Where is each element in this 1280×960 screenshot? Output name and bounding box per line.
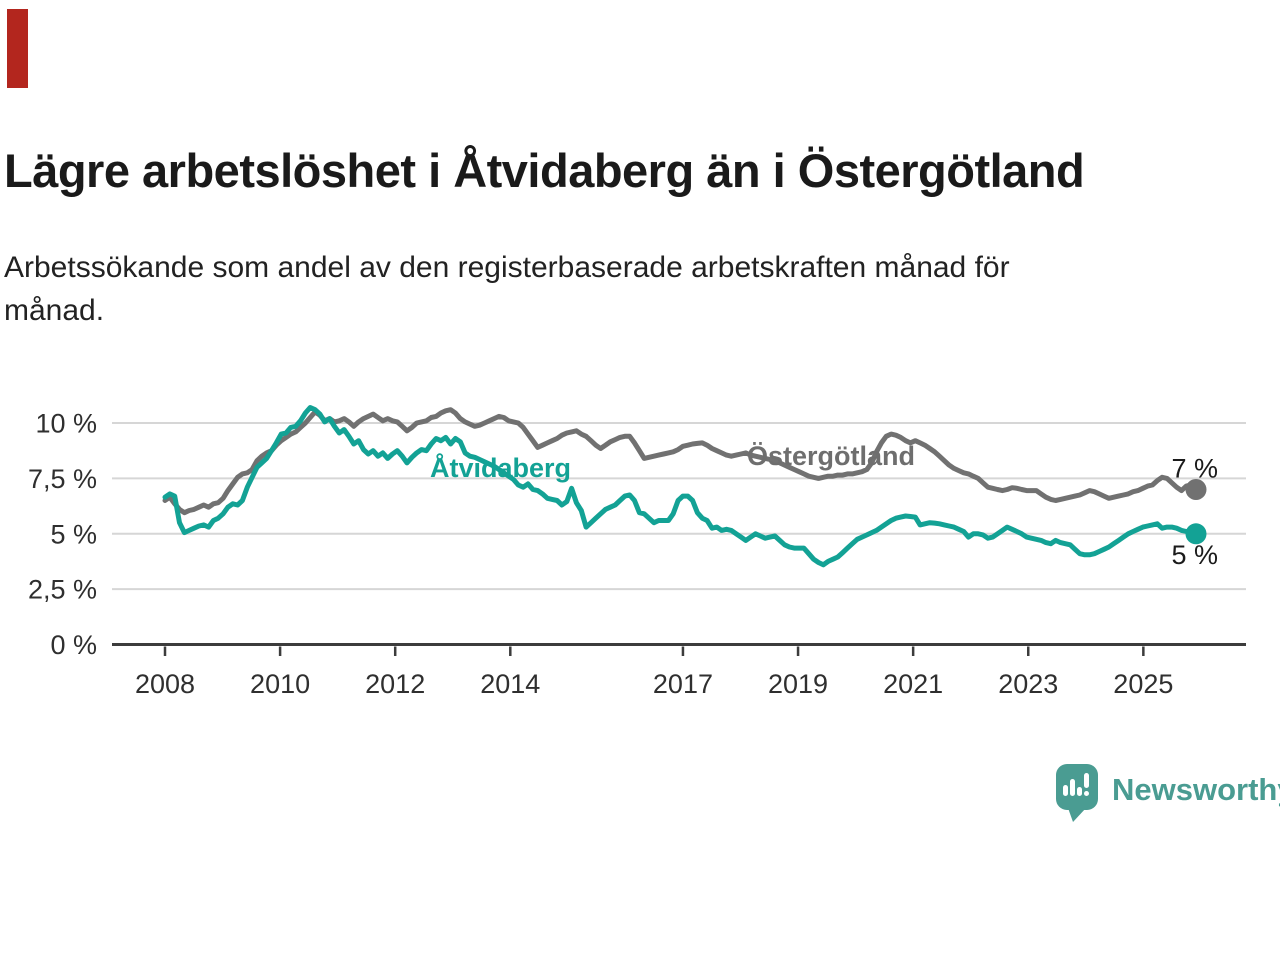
x-axis-tick-label: 2010 [250, 669, 310, 699]
y-axis-tick-label: 2,5 % [28, 575, 97, 605]
x-axis-tick-label: 2021 [883, 669, 943, 699]
red-accent-badge [7, 9, 28, 88]
y-axis-tick-label: 5 % [50, 519, 97, 549]
x-axis-tick-label: 2008 [135, 669, 195, 699]
y-axis-tick-label: 10 % [35, 409, 97, 439]
series-line-ostergotland [162, 407, 1199, 516]
series-end-dot-ostergotland [1185, 479, 1207, 500]
y-axis-tick-label: 0 % [50, 630, 97, 660]
x-axis-tick-label: 2014 [480, 669, 540, 699]
newsworthy-logo-text: Newsworthy [1112, 772, 1280, 807]
series-line-atvidaberg [162, 405, 1199, 568]
x-axis-tick-label: 2025 [1113, 669, 1173, 699]
chart-subtitle-line2: månad. [4, 294, 105, 327]
chart-subtitle: Arbetssökande som andel av den registerb… [4, 246, 1214, 332]
x-axis-tick-label: 2017 [653, 669, 713, 699]
series-label-ostergotland: Östergötland [747, 441, 915, 471]
x-axis-tick-label: 2012 [365, 669, 425, 699]
end-value-label-atvidaberg: 5 % [1171, 540, 1218, 570]
series-label-atvidaberg: Åtvidaberg [430, 452, 571, 483]
x-axis-tick-label: 2019 [768, 669, 828, 699]
y-axis-tick-label: 7,5 % [28, 464, 97, 494]
unemployment-line-chart: 0 % 2,5 % 5 % 7,5 % 10 % 2008 2010 2012 2014 2017… [28, 405, 1246, 699]
newsworthy-logo: Newsworthy [1056, 764, 1280, 824]
chart-subtitle-line1: Arbetssökande som andel av den registerb… [4, 251, 1010, 284]
series-end-dot-atvidaberg [1185, 523, 1207, 545]
chart-title: Lägre arbetslöshet i Åtvidaberg än i Öst… [4, 144, 1085, 197]
newsworthy-logo-icon [1056, 764, 1098, 822]
x-axis-tick-label: 2023 [998, 669, 1058, 699]
end-value-label-ostergotland: 7 % [1171, 454, 1218, 484]
